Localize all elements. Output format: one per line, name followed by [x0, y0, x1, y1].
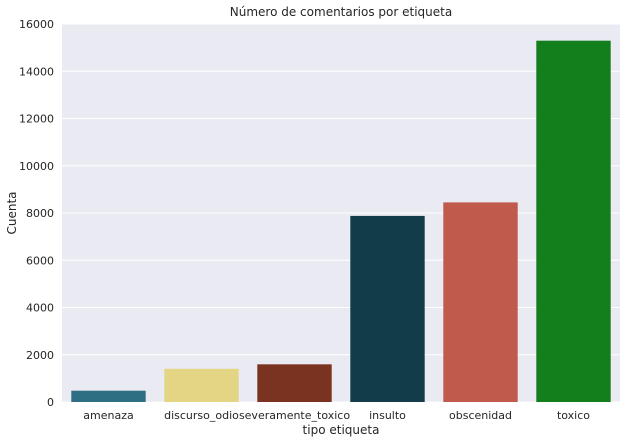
y-tick-label: 10000: [19, 160, 54, 173]
bar-discurso_odio: [164, 368, 239, 402]
chart-title: Número de comentarios por etiqueta: [230, 5, 452, 19]
y-tick-label: 8000: [26, 207, 54, 220]
bar-amenaza: [71, 390, 146, 402]
y-tick-label: 4000: [26, 302, 54, 315]
bar-obscenidad: [443, 202, 518, 402]
x-tick-label: insulto: [369, 409, 406, 422]
x-tick-labels: amenaza discurso_odio severamente_toxico in…: [83, 409, 590, 422]
bar-toxico: [536, 40, 611, 402]
y-tick-labels: 0 2000 4000 6000 8000 10000 12000 14000 16000: [19, 18, 54, 409]
y-tick-label: 14000: [19, 65, 54, 78]
bars: [71, 40, 611, 402]
bar-insulto: [350, 215, 425, 402]
x-tick-label: toxico: [557, 409, 590, 422]
y-tick-label: 12000: [19, 113, 54, 126]
x-tick-label: amenaza: [83, 409, 133, 422]
y-tick-label: 6000: [26, 254, 54, 267]
x-axis-label: tipo etiqueta: [303, 423, 380, 437]
gridlines: [62, 23, 620, 403]
y-axis-label: Cuenta: [5, 191, 19, 234]
x-tick-label: severamente_toxico: [239, 409, 350, 422]
y-tick-label: 16000: [19, 18, 54, 31]
y-tick-label: 2000: [26, 349, 54, 362]
y-tick-label: 0: [47, 396, 54, 409]
x-tick-label: discurso_odio: [164, 409, 239, 422]
bar-severamente_toxico: [257, 364, 332, 402]
x-tick-label: obscenidad: [449, 409, 512, 422]
